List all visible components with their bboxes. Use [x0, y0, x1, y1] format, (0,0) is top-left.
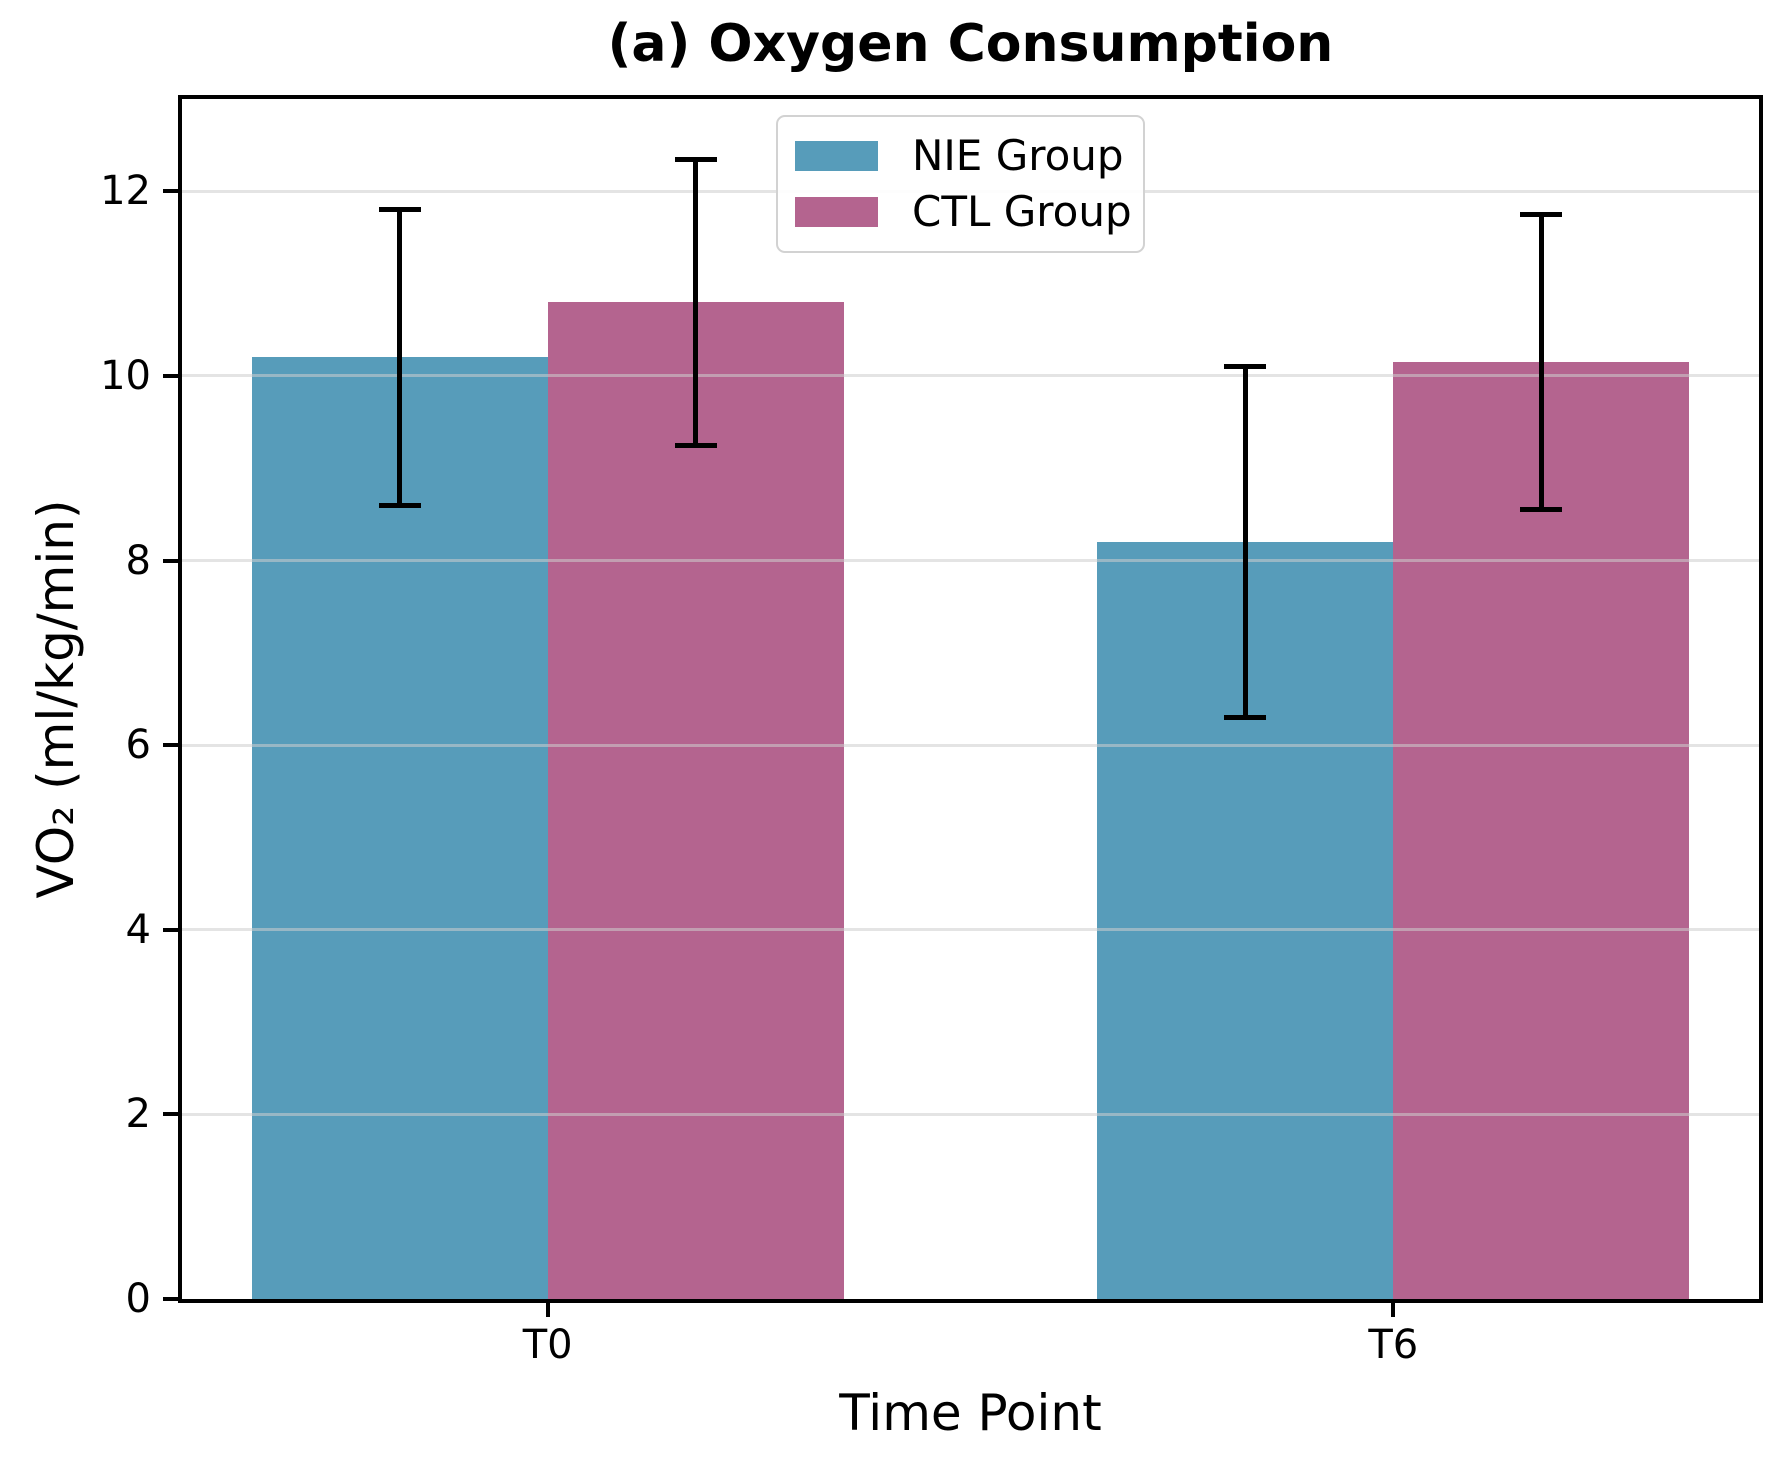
errorbar-cap-high-nie-group-t0	[378, 207, 421, 213]
y-tick-mark-12	[163, 189, 178, 194]
x-tick-label-t6: T6	[1368, 1322, 1419, 1368]
y-tick-mark-0	[163, 1297, 178, 1301]
y-tick-label-0: 0	[125, 1276, 151, 1322]
y-tick-label-10: 10	[100, 352, 151, 399]
legend: NIE Group CTL Group	[776, 115, 1145, 253]
gridline-y10	[182, 374, 1759, 378]
chart-title: (a) Oxygen Consumption	[607, 14, 1334, 74]
errorbar-cap-low-ctl-group-t0	[674, 442, 717, 448]
plot-area	[178, 95, 1763, 1303]
y-tick-label-12: 12	[100, 168, 151, 215]
y-tick-label-6: 6	[125, 722, 151, 769]
errorbar-cap-low-nie-group-t0	[378, 502, 421, 508]
errorbar-cap-low-nie-group-t6	[1224, 714, 1267, 720]
x-tick-mark-t0	[545, 1303, 550, 1317]
y-tick-mark-10	[163, 373, 178, 378]
x-tick-mark-t6	[1391, 1303, 1396, 1317]
errorbar-ctl-group-t0	[693, 159, 699, 446]
legend-entry-nie: NIE Group	[795, 135, 1133, 177]
y-tick-label-8: 8	[125, 537, 151, 584]
y-tick-label-2: 2	[125, 1091, 151, 1138]
ctl-group-label: CTL Group	[912, 187, 1132, 236]
plot-inner	[182, 99, 1759, 1299]
nie-group-label: NIE Group	[912, 131, 1124, 180]
y-tick-mark-4	[163, 927, 178, 932]
bar-ctl-group-t6	[1393, 362, 1690, 1299]
bar-nie-group-t0	[251, 357, 548, 1299]
errorbar-cap-high-ctl-group-t6	[1520, 211, 1563, 217]
y-tick-mark-2	[163, 1112, 178, 1117]
errorbar-nie-group-t0	[397, 209, 403, 506]
y-tick-mark-8	[163, 558, 178, 563]
nie-group-swatch	[795, 141, 878, 171]
ctl-group-swatch	[795, 197, 878, 227]
errorbar-ctl-group-t6	[1538, 214, 1544, 510]
y-axis-title: VO₂ (ml/kg/min)	[27, 499, 85, 899]
legend-entry-ctl: CTL Group	[795, 191, 1133, 233]
y-tick-mark-6	[163, 743, 178, 748]
errorbar-cap-high-nie-group-t6	[1224, 364, 1267, 370]
x-axis-title: Time Point	[839, 1384, 1102, 1442]
gridline-y4	[182, 928, 1759, 932]
gridline-y2	[182, 1112, 1759, 1116]
bar-ctl-group-t0	[547, 302, 844, 1299]
errorbar-cap-high-ctl-group-t0	[674, 156, 717, 162]
x-tick-label-t0: T0	[522, 1322, 573, 1368]
errorbar-cap-low-ctl-group-t6	[1520, 507, 1563, 513]
errorbar-nie-group-t6	[1242, 366, 1248, 718]
gridline-y8	[182, 559, 1759, 563]
gridline-y6	[182, 743, 1759, 747]
y-tick-label-4: 4	[125, 906, 151, 953]
